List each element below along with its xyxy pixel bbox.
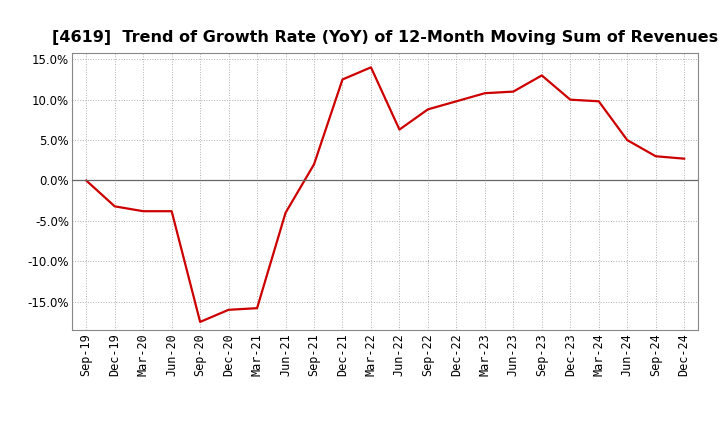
- Title: [4619]  Trend of Growth Rate (YoY) of 12-Month Moving Sum of Revenues: [4619] Trend of Growth Rate (YoY) of 12-…: [52, 29, 719, 45]
